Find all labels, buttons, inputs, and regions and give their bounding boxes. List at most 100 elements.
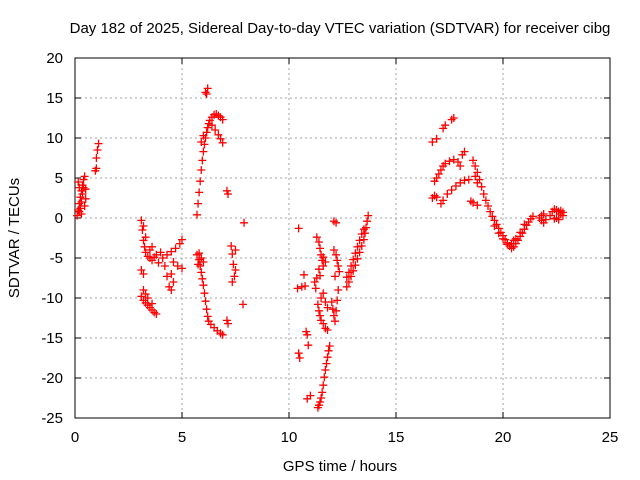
data-point-marker [318, 388, 327, 397]
data-point-marker [201, 88, 210, 97]
data-point-marker [447, 115, 456, 124]
data-point-marker [333, 296, 342, 305]
data-point-marker [456, 178, 465, 187]
data-point-marker [441, 121, 450, 130]
data-point-marker [81, 194, 90, 203]
data-point-marker [347, 262, 356, 270]
data-point-marker [238, 300, 247, 309]
data-point-marker [488, 212, 497, 221]
data-point-marker [321, 324, 330, 333]
data-point-marker [342, 273, 351, 282]
data-point-marker [509, 236, 518, 245]
data-point-marker [353, 254, 362, 263]
data-point-marker [301, 282, 310, 290]
data-point-marker [228, 278, 237, 286]
data-point-marker [351, 249, 360, 258]
data-point-marker [473, 178, 482, 187]
x-tick-label: 0 [71, 429, 79, 446]
data-point-marker [218, 138, 227, 147]
data-point-marker [473, 168, 482, 177]
data-point-marker [227, 242, 236, 250]
data-point-marker [471, 162, 480, 170]
y-tick-label: -10 [41, 290, 63, 307]
data-point-marker [320, 373, 329, 382]
x-tick-label: 25 [602, 429, 619, 446]
x-tick-label: 5 [178, 429, 186, 446]
data-point-marker [492, 220, 501, 229]
data-point-marker [148, 299, 157, 308]
data-point-marker [464, 175, 473, 184]
data-point-marker [137, 216, 146, 225]
data-point-marker [169, 258, 178, 266]
data-point-marker [152, 310, 161, 318]
data-point-marker [167, 286, 176, 294]
data-point-marker [75, 183, 84, 192]
data-point-marker [325, 342, 334, 350]
data-point-marker [355, 248, 364, 257]
data-point-marker [331, 272, 340, 281]
data-point-marker [332, 218, 341, 227]
data-point-marker [334, 286, 343, 294]
plot-frame [74, 57, 611, 419]
data-point-marker [200, 289, 209, 298]
data-point-marker [202, 90, 211, 98]
y-tick-label: 15 [46, 90, 63, 107]
data-point-marker [466, 197, 475, 206]
data-point-marker [447, 186, 456, 194]
y-tick-label: 20 [46, 50, 63, 67]
data-point-marker [77, 210, 86, 218]
data-point-marker [203, 123, 212, 132]
data-point-marker [364, 211, 373, 220]
data-point-marker [316, 311, 325, 320]
data-point-marker [158, 254, 167, 262]
data-point-marker [314, 238, 323, 246]
x-tick-label: 20 [495, 429, 512, 446]
data-point-marker [477, 182, 486, 191]
data-point-marker [304, 341, 313, 350]
data-point-marker [139, 222, 148, 230]
data-point-marker [443, 190, 452, 198]
data-point-marker [312, 233, 321, 242]
data-point-marker [434, 170, 443, 178]
data-point-marker [195, 188, 204, 197]
data-point-marker [473, 201, 482, 210]
data-point-marker [310, 278, 319, 286]
data-point-marker [329, 246, 338, 254]
data-point-marker [355, 236, 364, 245]
data-point-marker [323, 353, 332, 362]
data-point-marker [319, 253, 328, 262]
data-point-marker [314, 306, 323, 315]
data-point-marker [439, 196, 448, 205]
y-tick-label: -20 [41, 370, 63, 387]
data-point-marker [143, 294, 152, 302]
data-point-marker [449, 155, 458, 164]
data-point-marker [92, 164, 101, 173]
data-point-marker [329, 311, 338, 320]
data-point-marker [211, 126, 220, 134]
data-point-marker [484, 202, 493, 210]
data-point-marker [344, 268, 353, 277]
data-point-marker [202, 305, 211, 314]
data-point-marker [199, 131, 208, 140]
data-point-marker [332, 250, 341, 259]
data-point-marker [479, 190, 488, 198]
data-point-marker [192, 210, 201, 219]
data-point-marker [203, 84, 212, 93]
data-point-marker [460, 176, 469, 185]
data-point-marker [199, 147, 208, 156]
data-point-marker [353, 242, 362, 251]
data-point-marker [316, 244, 325, 253]
x-tick-labels: 0 5 10 15 20 25 [71, 429, 619, 446]
data-point-marker [516, 228, 525, 237]
y-tick-label: 5 [55, 170, 63, 187]
data-point-marker [528, 212, 537, 221]
data-point-marker [469, 156, 478, 165]
data-point-marker [295, 354, 304, 362]
data-point-marker [207, 121, 216, 130]
data-point-marker [197, 138, 206, 146]
data-point-marker [319, 319, 328, 328]
data-point-marker [449, 114, 458, 122]
data-point-marker [167, 270, 176, 278]
data-point-marker [456, 162, 465, 170]
data-point-marker [81, 185, 90, 194]
